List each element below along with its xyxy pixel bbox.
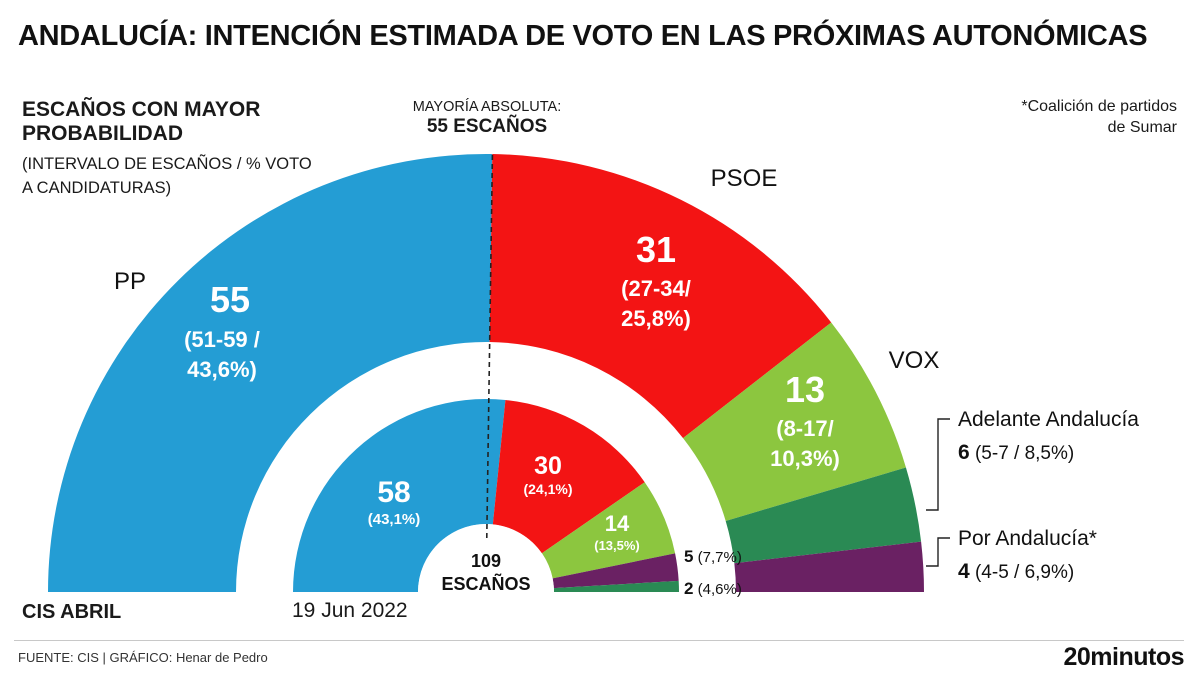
seat-arc-2022-pp [293, 399, 506, 592]
seats-value-pp: 55 [210, 279, 250, 320]
label-2022-adelante: 2 (4,6%) [684, 579, 742, 598]
vote-label-psoe: 25,8%) [621, 306, 691, 331]
party-name-pp: PP [114, 268, 146, 295]
previous-election-label: 19 Jun 2022 [292, 599, 408, 622]
party-name-vox: VOX [889, 347, 940, 374]
majority-caption: MAYORÍA ABSOLUTA: [412, 99, 562, 115]
seat-arc-pp [48, 154, 493, 592]
seats-detail-adelante: 6 (5-7 / 8,5%) [958, 441, 1074, 464]
seat-arc-por-andalucia [734, 541, 924, 592]
seats-2022-vox: 14 [605, 511, 630, 536]
legend-subtitle: (INTERVALO DE ESCAÑOS / % VOTO A CANDIDA… [22, 155, 312, 197]
seat-arc-adelante-andalucia [725, 467, 922, 564]
vote-2022-vox: (13,5%) [594, 538, 640, 553]
seats-value-por-andalucia: 4 [958, 560, 970, 583]
range-vote-por-andalucia: (4-5 / 6,9%) [970, 562, 1075, 583]
range-label-pp: (51-59 / [184, 327, 260, 352]
party-name-adelante: Adelante Andalucía [958, 408, 1139, 431]
majority-line [485, 154, 494, 541]
seats-2022-pp: 58 [377, 476, 410, 509]
seat-arc-vox [683, 322, 906, 521]
vote-label-pp: 43,6%) [187, 357, 257, 382]
seats-value-adelante: 6 [958, 441, 970, 464]
seats-2022-adelante: 2 [684, 579, 693, 598]
footer-divider [14, 640, 1184, 641]
brand-logo: 20minutos [1063, 643, 1184, 671]
label-2022-por-andalucia: 5 (7,7%) [684, 547, 742, 566]
seats-2022-por-andalucia: 5 [684, 547, 693, 566]
seat-arc-2022-adelante-andalucia [553, 580, 679, 592]
seat-arc-2022-vox [541, 482, 676, 579]
center-seats-caption: ESCAÑOS [441, 573, 530, 594]
range-vote-adelante: (5-7 / 8,5%) [970, 443, 1075, 464]
legend-title: ESCAÑOS CON MAYOR PROBABILIDAD [22, 98, 261, 145]
survey-label: CIS ABRIL [22, 601, 122, 623]
chart-title: ANDALUCÍA: INTENCIÓN ESTIMADA DE VOTO EN… [18, 20, 1148, 52]
seat-arc-2022-psoe [492, 399, 645, 554]
range-label-psoe: (27-34/ [621, 276, 691, 301]
vote-label-vox: 10,3%) [770, 446, 840, 471]
center-total-seats: 109 [471, 551, 501, 571]
majority-label: MAYORÍA ABSOLUTA: 55 ESCAÑOS [387, 98, 587, 138]
vote-2022-pp: (43,1%) [368, 511, 421, 528]
coalition-note: *Coalición de partidos de Sumar [1021, 98, 1177, 136]
seat-arc-psoe [489, 154, 832, 439]
party-name-por-andalucia: Por Andalucía* [958, 527, 1097, 550]
footer-source: FUENTE: CIS | GRÁFICO: Henar de Pedro [18, 650, 268, 665]
seat-arc-2022-por-andalucia [552, 553, 679, 589]
seats-2022-psoe: 30 [534, 452, 562, 480]
vote-2022-por-andalucia: (7,7%) [693, 549, 741, 566]
party-name-psoe: PSOE [711, 165, 778, 192]
vote-2022-psoe: (24,1%) [523, 481, 572, 497]
center-hole [418, 524, 554, 592]
callout-line-por-andalucia [926, 537, 950, 567]
majority-value: 55 ESCAÑOS [426, 116, 548, 137]
seats-detail-por-andalucia: 4 (4-5 / 6,9%) [958, 560, 1074, 583]
seats-value-vox: 13 [785, 369, 825, 410]
range-label-vox: (8-17/ [776, 416, 833, 441]
vote-2022-adelante: (4,6%) [693, 581, 741, 598]
callout-line-adelante [926, 418, 950, 511]
seats-value-psoe: 31 [636, 229, 676, 270]
